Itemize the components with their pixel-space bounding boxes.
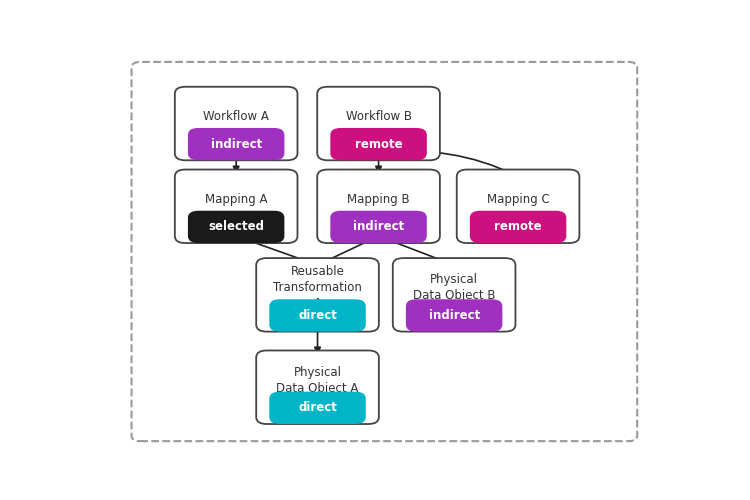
Text: Mapping C: Mapping C [487, 193, 550, 206]
Text: Workflow A: Workflow A [203, 110, 269, 123]
FancyBboxPatch shape [317, 170, 440, 243]
Text: Workflow B: Workflow B [346, 110, 412, 123]
FancyBboxPatch shape [457, 170, 580, 243]
Text: selected: selected [209, 220, 264, 234]
FancyBboxPatch shape [188, 128, 284, 160]
FancyBboxPatch shape [330, 210, 427, 243]
Text: Mapping B: Mapping B [347, 193, 410, 206]
Text: remote: remote [494, 220, 542, 234]
Text: Physical
Data Object A: Physical Data Object A [276, 366, 358, 395]
Text: Physical
Data Object B: Physical Data Object B [413, 274, 495, 302]
Text: remote: remote [355, 138, 402, 150]
FancyBboxPatch shape [269, 392, 366, 424]
Text: indirect: indirect [211, 138, 262, 150]
FancyBboxPatch shape [317, 87, 440, 160]
FancyBboxPatch shape [175, 170, 298, 243]
Text: Mapping A: Mapping A [205, 193, 268, 206]
FancyBboxPatch shape [406, 300, 502, 332]
FancyBboxPatch shape [256, 350, 379, 424]
Text: direct: direct [298, 402, 337, 414]
FancyBboxPatch shape [175, 87, 298, 160]
FancyBboxPatch shape [188, 210, 284, 243]
Text: direct: direct [298, 309, 337, 322]
FancyBboxPatch shape [269, 300, 366, 332]
FancyBboxPatch shape [330, 128, 427, 160]
FancyBboxPatch shape [256, 258, 379, 332]
Text: indirect: indirect [428, 309, 480, 322]
Text: indirect: indirect [353, 220, 404, 234]
FancyBboxPatch shape [393, 258, 515, 332]
Text: Reusable
Transformation
A: Reusable Transformation A [273, 266, 362, 310]
FancyBboxPatch shape [470, 210, 566, 243]
